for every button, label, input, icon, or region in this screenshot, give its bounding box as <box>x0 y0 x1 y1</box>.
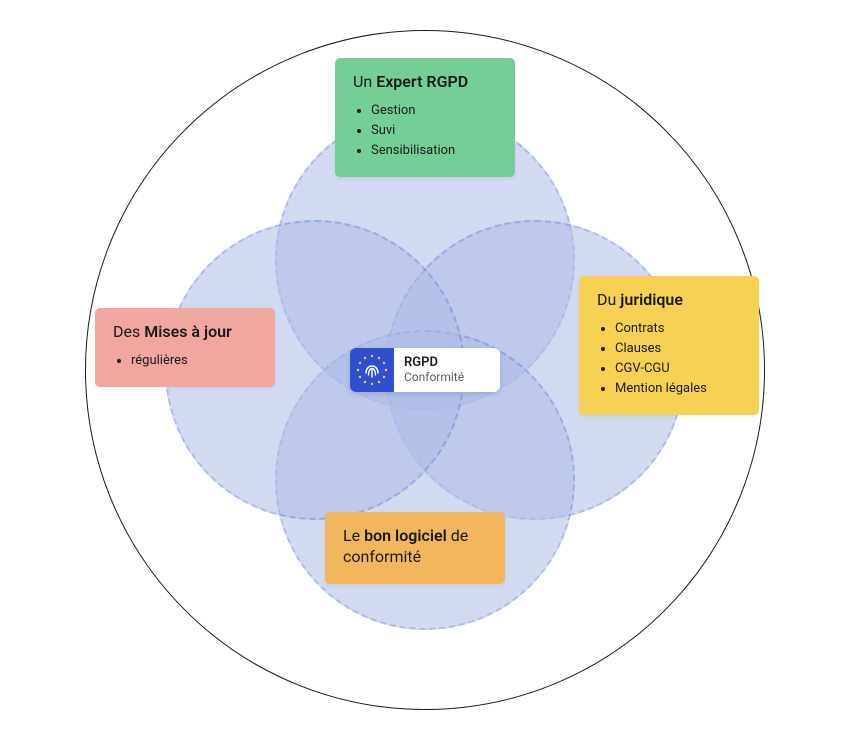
card-item: Suvi <box>371 121 497 141</box>
center-badge-line1: RGPD <box>404 356 464 371</box>
card-item: Gestion <box>371 101 497 121</box>
title-bold: Expert RGPD <box>376 72 468 91</box>
card-juridique: Du juridique Contrats Clauses CGV-CGU Me… <box>579 276 759 415</box>
title-prefix: Le <box>343 526 364 545</box>
card-item: Contrats <box>615 319 741 339</box>
card-item: régulières <box>131 351 257 371</box>
card-items: Gestion Suvi Sensibilisation <box>353 101 497 161</box>
card-items: régulières <box>113 351 257 371</box>
eu-flag-icon <box>350 348 394 392</box>
center-badge-line2: Conformité <box>404 371 464 385</box>
title-prefix: Des <box>113 322 144 341</box>
card-item: Mention légales <box>615 379 741 399</box>
title-bold: Mises à jour <box>144 322 232 341</box>
fingerprint-icon <box>366 366 378 377</box>
card-item: CGV-CGU <box>615 359 741 379</box>
card-title: Le bon logiciel de conformité <box>343 526 487 568</box>
title-prefix: Un <box>353 72 376 91</box>
card-title: Des Mises à jour <box>113 322 257 343</box>
card-item: Clauses <box>615 339 741 359</box>
card-title: Un Expert RGPD <box>353 72 497 93</box>
diagram-stage: Un Expert RGPD Gestion Suvi Sensibilisat… <box>85 30 765 710</box>
card-mises-a-jour: Des Mises à jour régulières <box>95 308 275 387</box>
title-bold: bon logiciel <box>364 526 447 545</box>
card-item: Sensibilisation <box>371 141 497 161</box>
card-items: Contrats Clauses CGV-CGU Mention légales <box>597 319 741 400</box>
title-prefix: Du <box>597 290 620 309</box>
card-title: Du juridique <box>597 290 741 311</box>
card-logiciel: Le bon logiciel de conformité <box>325 512 505 584</box>
card-expert-rgpd: Un Expert RGPD Gestion Suvi Sensibilisat… <box>335 58 515 177</box>
center-badge-text: RGPD Conformité <box>394 350 478 391</box>
title-bold: juridique <box>620 290 683 309</box>
center-badge-rgpd: RGPD Conformité <box>350 348 500 392</box>
